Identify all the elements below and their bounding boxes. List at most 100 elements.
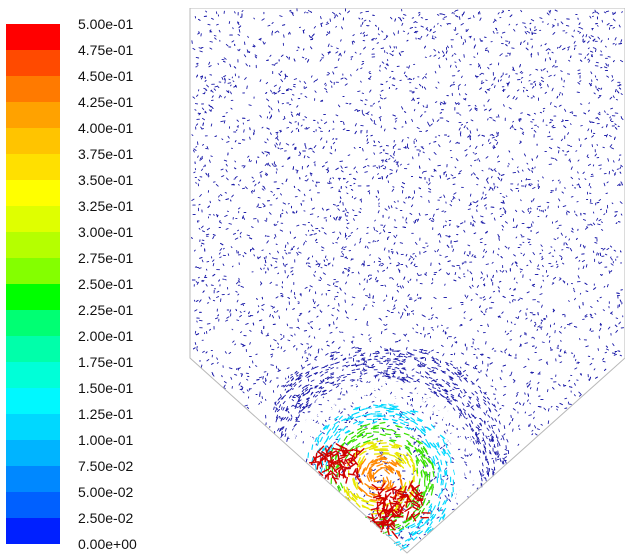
velocity-vector bbox=[314, 436, 318, 443]
velocity-vector bbox=[397, 527, 401, 529]
velocity-vector bbox=[559, 361, 563, 364]
velocity-vector bbox=[230, 246, 233, 249]
velocity-vector bbox=[394, 117, 398, 120]
velocity-vector bbox=[346, 180, 349, 184]
velocity-vector bbox=[352, 402, 354, 405]
velocity-vector bbox=[489, 133, 493, 136]
velocity-vector bbox=[348, 431, 355, 436]
velocity-vector bbox=[375, 37, 378, 40]
velocity-vector bbox=[366, 246, 369, 249]
velocity-vector bbox=[405, 221, 408, 224]
velocity-vector bbox=[619, 201, 623, 204]
velocity-vector bbox=[365, 295, 369, 297]
velocity-vector bbox=[587, 58, 590, 61]
velocity-vector bbox=[339, 53, 342, 57]
velocity-vector bbox=[515, 209, 518, 213]
velocity-vector bbox=[434, 445, 438, 451]
velocity-vector bbox=[418, 187, 422, 190]
velocity-vector bbox=[461, 352, 465, 355]
velocity-vector bbox=[377, 210, 380, 214]
velocity-vector bbox=[560, 21, 564, 25]
velocity-vector bbox=[340, 354, 343, 357]
velocity-vector bbox=[266, 127, 270, 130]
velocity-vector bbox=[302, 411, 305, 414]
velocity-vector bbox=[556, 408, 558, 411]
velocity-vector bbox=[277, 100, 280, 104]
velocity-vector bbox=[422, 453, 426, 459]
velocity-vector bbox=[398, 311, 400, 314]
velocity-vector bbox=[353, 166, 356, 170]
velocity-vector bbox=[326, 377, 331, 381]
velocity-vector bbox=[480, 220, 483, 223]
velocity-vector bbox=[510, 321, 513, 324]
velocity-vector bbox=[350, 405, 353, 408]
velocity-vector bbox=[574, 297, 576, 301]
legend-label: 1.00e-01 bbox=[78, 432, 134, 448]
velocity-vector bbox=[436, 508, 440, 512]
velocity-vector bbox=[459, 133, 462, 137]
velocity-vector bbox=[596, 78, 598, 81]
velocity-vector bbox=[310, 224, 313, 227]
velocity-vector bbox=[610, 263, 614, 266]
velocity-vector bbox=[318, 230, 321, 232]
velocity-vector bbox=[620, 59, 624, 63]
velocity-vector bbox=[303, 29, 306, 32]
velocity-vector bbox=[432, 328, 434, 331]
velocity-vector bbox=[498, 442, 501, 447]
velocity-vector bbox=[320, 119, 323, 121]
velocity-vector bbox=[575, 150, 578, 152]
velocity-vector bbox=[261, 126, 264, 129]
velocity-vector bbox=[258, 402, 261, 405]
velocity-vector bbox=[452, 388, 455, 391]
velocity-vector bbox=[558, 104, 562, 107]
velocity-vector bbox=[324, 264, 327, 267]
velocity-vector bbox=[392, 186, 395, 188]
velocity-vector bbox=[293, 236, 296, 239]
velocity-vector bbox=[320, 373, 324, 377]
velocity-vector bbox=[390, 16, 393, 20]
velocity-vector bbox=[396, 283, 399, 286]
velocity-vector bbox=[408, 65, 410, 69]
velocity-vector bbox=[291, 113, 294, 117]
velocity-vector bbox=[577, 30, 580, 33]
velocity-vector bbox=[469, 35, 472, 39]
velocity-vector bbox=[604, 351, 607, 354]
velocity-vector bbox=[423, 397, 430, 401]
velocity-vector bbox=[312, 394, 316, 398]
velocity-vector bbox=[612, 26, 615, 29]
velocity-vector bbox=[334, 431, 338, 437]
velocity-vector bbox=[192, 347, 196, 350]
velocity-vector bbox=[577, 69, 581, 71]
velocity-vector bbox=[377, 100, 380, 103]
velocity-vector bbox=[589, 15, 592, 19]
velocity-vector bbox=[305, 397, 310, 400]
velocity-vector bbox=[372, 240, 374, 243]
velocity-vector bbox=[416, 272, 419, 276]
velocity-vector bbox=[315, 78, 318, 81]
velocity-vector bbox=[200, 75, 203, 78]
velocity-vector bbox=[208, 104, 212, 108]
velocity-vector bbox=[334, 357, 338, 361]
velocity-vector bbox=[515, 401, 519, 405]
velocity-vector bbox=[247, 35, 249, 38]
velocity-vector bbox=[565, 243, 568, 246]
velocity-vector bbox=[500, 256, 503, 259]
velocity-vector bbox=[408, 78, 413, 80]
velocity-vector bbox=[523, 40, 526, 43]
velocity-vector bbox=[528, 80, 531, 82]
velocity-vector bbox=[304, 116, 308, 119]
velocity-vector bbox=[472, 223, 475, 227]
velocity-vector bbox=[209, 200, 211, 204]
velocity-vector bbox=[362, 388, 369, 391]
velocity-vector bbox=[582, 244, 585, 248]
velocity-vector bbox=[589, 120, 591, 123]
velocity-vector bbox=[308, 412, 314, 417]
velocity-vector bbox=[262, 185, 265, 188]
velocity-vector bbox=[603, 182, 606, 187]
velocity-vector bbox=[320, 99, 323, 102]
velocity-vector bbox=[539, 111, 543, 114]
velocity-vector bbox=[534, 321, 537, 324]
velocity-vector bbox=[280, 337, 283, 341]
velocity-vector bbox=[205, 268, 208, 271]
velocity-vector bbox=[531, 433, 534, 436]
